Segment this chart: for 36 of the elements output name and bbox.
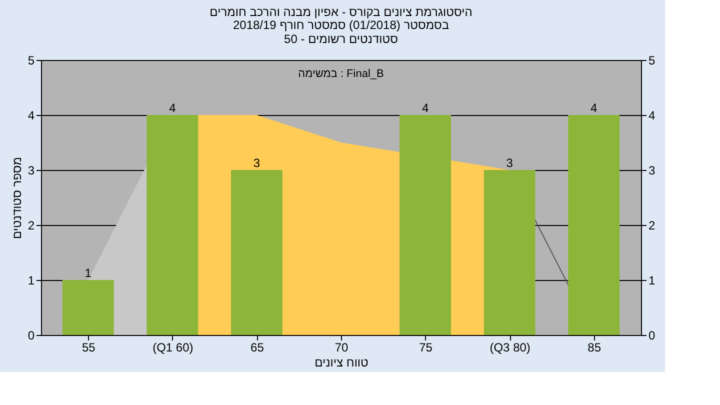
y-tick-label: 1 bbox=[28, 274, 35, 288]
y-tick-label: 0 bbox=[28, 328, 35, 342]
data-label: 4 bbox=[169, 101, 176, 115]
text: סטודנטים רשומים - 50 bbox=[284, 32, 398, 46]
x-tick-label: 85 bbox=[588, 340, 602, 354]
y2-tick-label: 2 bbox=[648, 218, 656, 232]
bar bbox=[568, 115, 620, 335]
y2-tick-label: 5 bbox=[648, 54, 656, 68]
x-tick-label: (Q3 80) bbox=[490, 340, 530, 354]
chart-title: היסטוגרמת ציונים בקורס - אפיון מבנה והרכב חומרים bbox=[210, 5, 472, 19]
x-tick-label: 65 bbox=[250, 340, 264, 354]
bar bbox=[400, 115, 451, 335]
y2-tick-label: 4 bbox=[648, 108, 656, 122]
y2-tick-label: 0 bbox=[648, 328, 656, 342]
y2-tick-label: 1 bbox=[648, 274, 656, 288]
bar bbox=[62, 280, 114, 335]
annotation: במשימה : Final_B bbox=[298, 68, 384, 80]
x-axis-title: טווח ציונים bbox=[314, 356, 369, 370]
data-label: 4 bbox=[590, 101, 598, 115]
data-label: 1 bbox=[84, 266, 92, 280]
data-label: 3 bbox=[506, 156, 514, 170]
y-axis-title: מספר סטודנטים bbox=[10, 156, 24, 240]
bar bbox=[231, 170, 282, 335]
x-tick-label: 75 bbox=[419, 340, 433, 354]
y-tick-label: 4 bbox=[28, 108, 35, 122]
x-tick-label: (Q1 60) bbox=[152, 340, 194, 354]
y2-tick-label: 3 bbox=[648, 164, 656, 178]
text: בסמסטר (01/2018) סמסטר חורף 2018/19 bbox=[232, 18, 450, 32]
y-tick-label: 2 bbox=[28, 218, 35, 232]
x-tick-label: 70 bbox=[334, 340, 348, 354]
y-tick-label: 3 bbox=[28, 164, 35, 178]
data-label: 3 bbox=[253, 156, 260, 170]
y-tick-label: 5 bbox=[28, 54, 35, 68]
data-label: 4 bbox=[422, 101, 429, 115]
bar bbox=[484, 170, 536, 335]
x-tick-label: 55 bbox=[82, 340, 96, 354]
